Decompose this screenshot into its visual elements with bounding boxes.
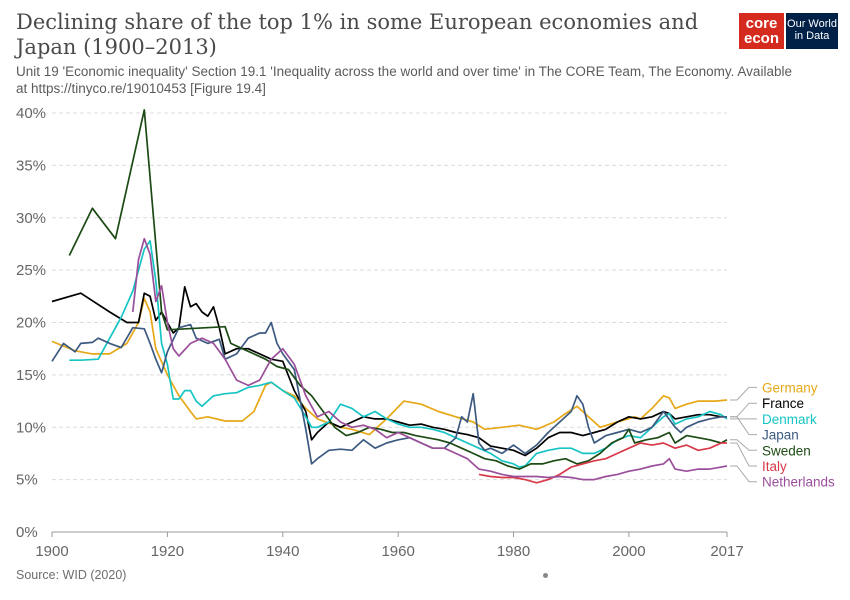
series-line-italy[interactable] — [478, 442, 727, 484]
y-tick-label: 0% — [16, 524, 38, 541]
y-tick-label: 25% — [16, 262, 46, 279]
y-tick-label: 10% — [16, 419, 46, 436]
series-label-germany[interactable]: Germany — [762, 380, 818, 395]
x-tick-label: 1900 — [35, 543, 68, 560]
x-tick-label: 2000 — [612, 543, 645, 560]
series-label-sweden[interactable]: Sweden — [762, 443, 811, 458]
y-tick-label: 35% — [16, 157, 46, 174]
label-connector — [730, 402, 757, 418]
core-logo-line1: core — [745, 15, 778, 32]
pagination-dot[interactable] — [543, 573, 548, 578]
y-tick-label: 30% — [16, 210, 46, 227]
label-connector — [730, 386, 757, 401]
series-line-japan[interactable] — [51, 321, 727, 465]
x-tick-label: 1920 — [151, 543, 184, 560]
chart-subtitle: Unit 19 'Economic inequality' Section 19… — [16, 64, 792, 96]
x-tick-label: 1960 — [381, 543, 414, 560]
our-world-in-data-logo[interactable]: Our World in Data — [786, 13, 838, 49]
owid-logo-line1: Our World — [787, 18, 837, 30]
series-label-france[interactable]: France — [762, 396, 804, 411]
series-lines — [51, 109, 728, 484]
core-econ-logo[interactable]: core econ — [739, 13, 784, 49]
series-line-germany[interactable] — [51, 297, 728, 436]
series-label-italy[interactable]: Italy — [762, 459, 787, 474]
source-note: Source: WID (2020) — [16, 568, 127, 582]
series-label-denmark[interactable]: Denmark — [762, 412, 817, 427]
series-labels: GermanyFranceDenmarkJapanSwedenItalyNeth… — [730, 380, 835, 490]
y-tick-label: 5% — [16, 472, 38, 489]
label-connector — [730, 465, 757, 483]
x-tick-label: 1980 — [497, 543, 530, 560]
owid-logo-line2: in Data — [794, 30, 830, 42]
chart-title: Declining share of the top 1% in some Eu… — [16, 10, 699, 59]
core-logo-line2: econ — [743, 30, 779, 47]
label-connector — [730, 439, 757, 451]
x-tick-label: 2017 — [710, 543, 743, 560]
y-tick-label: 15% — [16, 367, 46, 384]
series-line-sweden[interactable] — [68, 109, 728, 470]
grid-lines — [52, 112, 727, 533]
label-connector — [730, 442, 757, 467]
label-connector — [730, 416, 757, 436]
y-tick-label: 20% — [16, 315, 46, 332]
axes: 0% 5% 10% 15% 20% 25% 30% 35% 40% 1900 1920 1940 196… — [16, 105, 744, 560]
y-tick-label: 40% — [16, 105, 46, 122]
series-label-japan[interactable]: Japan — [762, 428, 799, 443]
x-tick-label: 1940 — [266, 543, 299, 560]
series-label-netherlands[interactable]: Netherlands — [762, 475, 835, 490]
series-line-netherlands[interactable] — [131, 237, 728, 481]
